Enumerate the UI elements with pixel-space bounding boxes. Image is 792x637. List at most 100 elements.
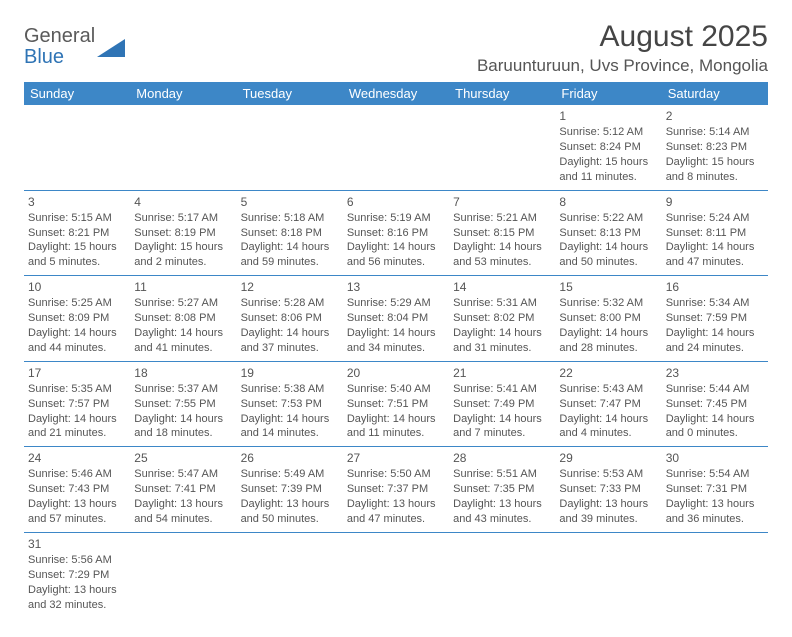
calendar-cell: 26Sunrise: 5:49 AMSunset: 7:39 PMDayligh… [237, 447, 343, 533]
daylight-text: Daylight: 14 hours and 50 minutes. [559, 240, 657, 270]
sunset-text: Sunset: 7:55 PM [134, 397, 232, 412]
sunrise-text: Sunrise: 5:49 AM [241, 467, 339, 482]
calendar-cell [130, 532, 236, 617]
daylight-text: Daylight: 14 hours and 56 minutes. [347, 240, 445, 270]
header: General Blue August 2025 Baruunturuun, U… [24, 20, 768, 76]
sunrise-text: Sunrise: 5:25 AM [28, 296, 126, 311]
calendar-cell: 4Sunrise: 5:17 AMSunset: 8:19 PMDaylight… [130, 190, 236, 276]
calendar-row: 10Sunrise: 5:25 AMSunset: 8:09 PMDayligh… [24, 276, 768, 362]
sunrise-text: Sunrise: 5:50 AM [347, 467, 445, 482]
calendar-cell: 11Sunrise: 5:27 AMSunset: 8:08 PMDayligh… [130, 276, 236, 362]
calendar-table: Sunday Monday Tuesday Wednesday Thursday… [24, 82, 768, 617]
sunrise-text: Sunrise: 5:53 AM [559, 467, 657, 482]
day-number: 2 [666, 108, 764, 124]
calendar-cell: 31Sunrise: 5:56 AMSunset: 7:29 PMDayligh… [24, 532, 130, 617]
day-number: 4 [134, 194, 232, 210]
sunset-text: Sunset: 7:29 PM [28, 568, 126, 583]
sunrise-text: Sunrise: 5:28 AM [241, 296, 339, 311]
sunset-text: Sunset: 7:47 PM [559, 397, 657, 412]
sunrise-text: Sunrise: 5:17 AM [134, 211, 232, 226]
calendar-cell: 15Sunrise: 5:32 AMSunset: 8:00 PMDayligh… [555, 276, 661, 362]
calendar-cell [449, 532, 555, 617]
daylight-text: Daylight: 15 hours and 8 minutes. [666, 155, 764, 185]
calendar-cell [449, 105, 555, 190]
sunset-text: Sunset: 7:51 PM [347, 397, 445, 412]
daylight-text: Daylight: 15 hours and 11 minutes. [559, 155, 657, 185]
day-number: 15 [559, 279, 657, 295]
calendar-cell [555, 532, 661, 617]
month-title: August 2025 [477, 20, 768, 54]
sunrise-text: Sunrise: 5:54 AM [666, 467, 764, 482]
sunrise-text: Sunrise: 5:37 AM [134, 382, 232, 397]
daylight-text: Daylight: 14 hours and 11 minutes. [347, 412, 445, 442]
daylight-text: Daylight: 14 hours and 44 minutes. [28, 326, 126, 356]
sunset-text: Sunset: 8:00 PM [559, 311, 657, 326]
calendar-cell [237, 105, 343, 190]
sunrise-text: Sunrise: 5:44 AM [666, 382, 764, 397]
day-number: 11 [134, 279, 232, 295]
daylight-text: Daylight: 13 hours and 36 minutes. [666, 497, 764, 527]
sunset-text: Sunset: 8:09 PM [28, 311, 126, 326]
calendar-cell [24, 105, 130, 190]
day-number: 28 [453, 450, 551, 466]
sunrise-text: Sunrise: 5:29 AM [347, 296, 445, 311]
daylight-text: Daylight: 14 hours and 0 minutes. [666, 412, 764, 442]
calendar-cell: 18Sunrise: 5:37 AMSunset: 7:55 PMDayligh… [130, 361, 236, 447]
daylight-text: Daylight: 14 hours and 7 minutes. [453, 412, 551, 442]
sunset-text: Sunset: 7:43 PM [28, 482, 126, 497]
daylight-text: Daylight: 15 hours and 5 minutes. [28, 240, 126, 270]
day-number: 24 [28, 450, 126, 466]
sunrise-text: Sunrise: 5:32 AM [559, 296, 657, 311]
sunrise-text: Sunrise: 5:46 AM [28, 467, 126, 482]
sunset-text: Sunset: 8:02 PM [453, 311, 551, 326]
calendar-cell: 23Sunrise: 5:44 AMSunset: 7:45 PMDayligh… [662, 361, 768, 447]
sunset-text: Sunset: 8:13 PM [559, 226, 657, 241]
sunrise-text: Sunrise: 5:21 AM [453, 211, 551, 226]
calendar-cell: 27Sunrise: 5:50 AMSunset: 7:37 PMDayligh… [343, 447, 449, 533]
daylight-text: Daylight: 13 hours and 50 minutes. [241, 497, 339, 527]
calendar-row: 24Sunrise: 5:46 AMSunset: 7:43 PMDayligh… [24, 447, 768, 533]
sunrise-text: Sunrise: 5:51 AM [453, 467, 551, 482]
calendar-cell [343, 532, 449, 617]
logo-text-general: General [24, 25, 95, 47]
logo-text: General Blue [24, 26, 95, 68]
weekday-header: Tuesday [237, 82, 343, 105]
sunset-text: Sunset: 8:24 PM [559, 140, 657, 155]
day-number: 31 [28, 536, 126, 552]
day-number: 23 [666, 365, 764, 381]
sunrise-text: Sunrise: 5:14 AM [666, 125, 764, 140]
sunset-text: Sunset: 8:04 PM [347, 311, 445, 326]
sunset-text: Sunset: 8:06 PM [241, 311, 339, 326]
day-number: 10 [28, 279, 126, 295]
day-number: 26 [241, 450, 339, 466]
day-number: 9 [666, 194, 764, 210]
weekday-header: Saturday [662, 82, 768, 105]
daylight-text: Daylight: 14 hours and 18 minutes. [134, 412, 232, 442]
calendar-cell: 28Sunrise: 5:51 AMSunset: 7:35 PMDayligh… [449, 447, 555, 533]
calendar-cell: 12Sunrise: 5:28 AMSunset: 8:06 PMDayligh… [237, 276, 343, 362]
daylight-text: Daylight: 13 hours and 32 minutes. [28, 583, 126, 613]
day-number: 1 [559, 108, 657, 124]
sunset-text: Sunset: 7:53 PM [241, 397, 339, 412]
daylight-text: Daylight: 13 hours and 57 minutes. [28, 497, 126, 527]
sunrise-text: Sunrise: 5:34 AM [666, 296, 764, 311]
sunrise-text: Sunrise: 5:47 AM [134, 467, 232, 482]
day-number: 7 [453, 194, 551, 210]
calendar-cell: 8Sunrise: 5:22 AMSunset: 8:13 PMDaylight… [555, 190, 661, 276]
sunset-text: Sunset: 7:45 PM [666, 397, 764, 412]
day-number: 16 [666, 279, 764, 295]
day-number: 22 [559, 365, 657, 381]
daylight-text: Daylight: 14 hours and 34 minutes. [347, 326, 445, 356]
calendar-cell: 6Sunrise: 5:19 AMSunset: 8:16 PMDaylight… [343, 190, 449, 276]
daylight-text: Daylight: 15 hours and 2 minutes. [134, 240, 232, 270]
sunrise-text: Sunrise: 5:18 AM [241, 211, 339, 226]
day-number: 5 [241, 194, 339, 210]
calendar-cell [343, 105, 449, 190]
sunset-text: Sunset: 8:23 PM [666, 140, 764, 155]
title-block: August 2025 Baruunturuun, Uvs Province, … [477, 20, 768, 76]
sunset-text: Sunset: 8:21 PM [28, 226, 126, 241]
daylight-text: Daylight: 14 hours and 14 minutes. [241, 412, 339, 442]
daylight-text: Daylight: 14 hours and 53 minutes. [453, 240, 551, 270]
daylight-text: Daylight: 13 hours and 43 minutes. [453, 497, 551, 527]
sunset-text: Sunset: 8:08 PM [134, 311, 232, 326]
